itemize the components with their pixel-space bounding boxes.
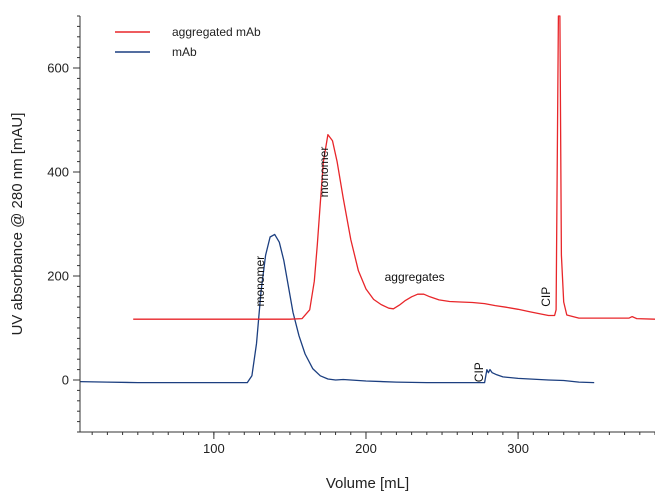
x-tick-label: 100 [203,441,225,456]
annotation-monomer: monomer [253,256,267,307]
x-tick-label: 200 [355,441,377,456]
x-tick-label: 300 [507,441,529,456]
series-line-mab [79,233,595,384]
annotation-monomer: monomer [317,147,331,198]
axes: 0 200 400 600 100 200 300 [47,15,655,456]
y-tick-label: 0 [62,373,69,388]
y-axis-title: UV absorbance @ 280 nm [mAU] [9,113,26,336]
legend-label: aggregated mAb [172,25,261,39]
y-tick-label: 200 [47,269,69,284]
annotation-cip: CIP [539,287,553,307]
legend: aggregated mAb mAb [115,25,261,59]
x-axis-title: Volume [mL] [326,475,409,492]
legend-label: mAb [172,45,197,59]
annotation-cip: CIP [472,362,486,382]
plot-area: monomer monomer aggregates CIP CIP [79,15,655,384]
y-tick-label: 600 [47,61,69,76]
series-line-aggregated-mab [133,15,655,320]
annotation-aggregates: aggregates [385,270,445,284]
y-tick-label: 400 [47,165,69,180]
